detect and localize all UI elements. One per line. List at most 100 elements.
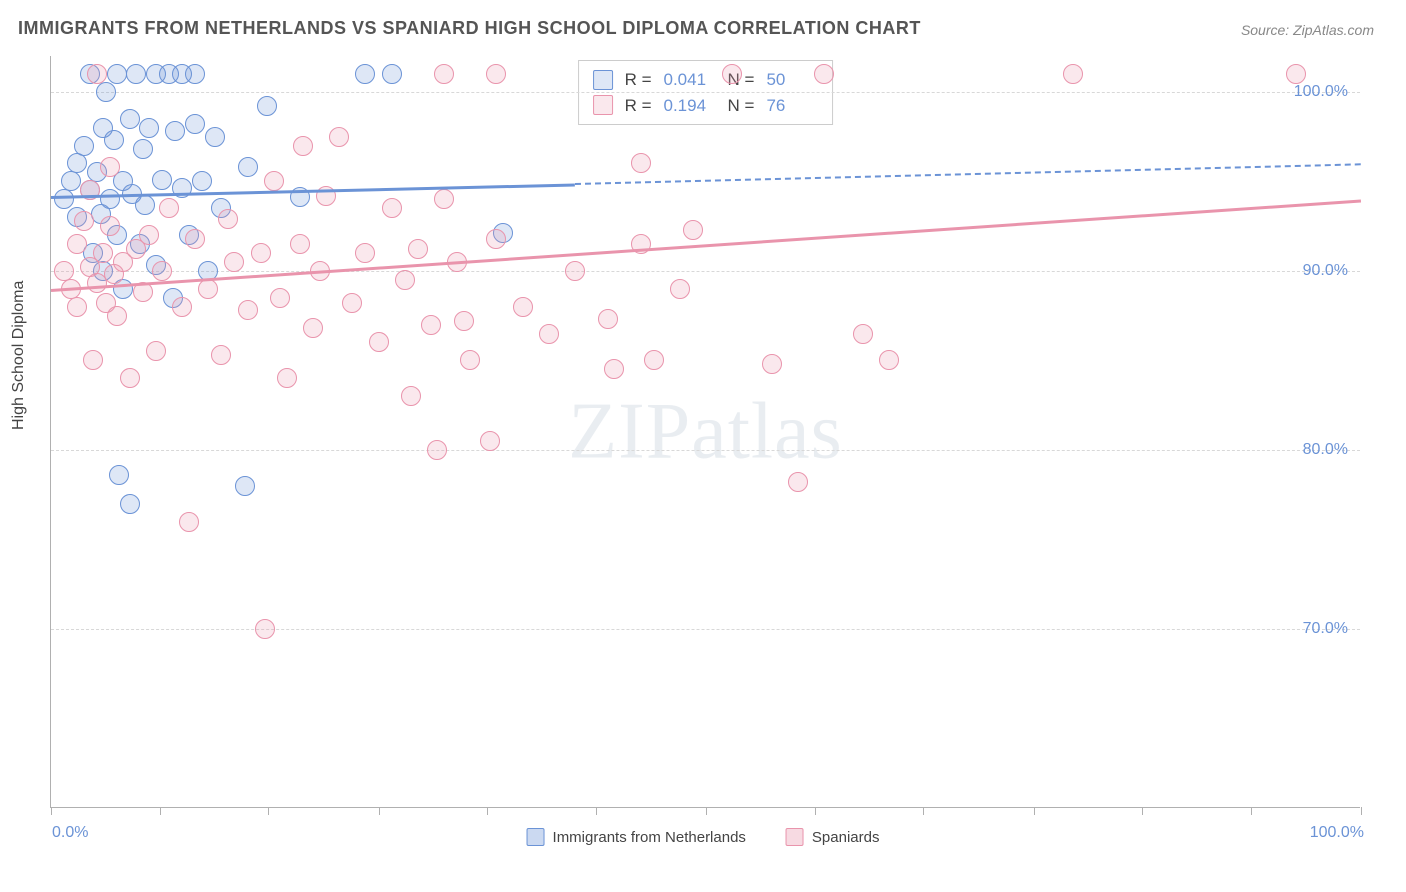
data-point-spaniards [486,229,506,249]
data-point-spaniards [539,324,559,344]
legend-item: Spaniards [786,828,880,846]
data-point-spaniards [1063,64,1083,84]
gridline [51,629,1360,630]
data-point-netherlands [107,64,127,84]
data-point-spaniards [513,297,533,317]
data-point-spaniards [853,324,873,344]
data-point-spaniards [460,350,480,370]
trend-line [51,199,1361,292]
x-tick [1034,807,1035,815]
legend-swatch [786,828,804,846]
x-tick [706,807,707,815]
data-point-netherlands [382,64,402,84]
data-point-spaniards [211,345,231,365]
data-point-spaniards [264,171,284,191]
y-tick-label: 90.0% [1303,262,1348,280]
y-tick-label: 70.0% [1303,620,1348,638]
data-point-spaniards [179,512,199,532]
data-point-netherlands [120,494,140,514]
data-point-spaniards [172,297,192,317]
stat-R-value: 0.041 [664,67,716,93]
x-axis-max-label: 100.0% [1310,824,1364,842]
data-point-spaniards [434,189,454,209]
legend-item: Immigrants from Netherlands [527,828,746,846]
stat-R-label: R = [625,67,652,93]
legend-swatch [593,70,613,90]
data-point-spaniards [788,472,808,492]
y-axis-label: High School Diploma [10,281,28,430]
data-point-spaniards [238,300,258,320]
data-point-netherlands [257,96,277,116]
legend-label: Spaniards [812,829,880,846]
data-point-netherlands [135,195,155,215]
data-point-netherlands [109,465,129,485]
data-point-spaniards [107,306,127,326]
data-point-spaniards [486,64,506,84]
x-tick [923,807,924,815]
legend-label: Immigrants from Netherlands [553,829,746,846]
x-tick [1251,807,1252,815]
stat-R-label: R = [625,93,652,119]
data-point-spaniards [427,440,447,460]
data-point-spaniards [87,64,107,84]
data-point-spaniards [879,350,899,370]
data-point-netherlands [61,171,81,191]
x-tick [268,807,269,815]
data-point-spaniards [93,243,113,263]
data-point-netherlands [152,170,172,190]
x-tick [596,807,597,815]
data-point-netherlands [238,157,258,177]
x-tick [1361,807,1362,815]
data-point-spaniards [139,225,159,245]
data-point-spaniards [74,211,94,231]
chart-title: IMMIGRANTS FROM NETHERLANDS VS SPANIARD … [18,18,921,39]
stats-row-spaniards: R =0.194N =76 [593,93,819,119]
data-point-spaniards [67,297,87,317]
data-point-spaniards [277,368,297,388]
data-point-spaniards [251,243,271,263]
data-point-spaniards [303,318,323,338]
y-tick-label: 100.0% [1294,83,1348,101]
data-point-spaniards [670,279,690,299]
x-tick [379,807,380,815]
data-point-spaniards [83,350,103,370]
gridline [51,271,1360,272]
data-point-netherlands [104,130,124,150]
data-point-spaniards [255,619,275,639]
data-point-spaniards [382,198,402,218]
data-point-spaniards [293,136,313,156]
source-credit: Source: ZipAtlas.com [1241,22,1374,38]
data-point-spaniards [290,234,310,254]
stat-N-value: 50 [766,67,818,93]
data-point-netherlands [235,476,255,496]
data-point-spaniards [644,350,664,370]
data-point-spaniards [224,252,244,272]
data-point-spaniards [814,64,834,84]
data-point-spaniards [67,234,87,254]
stat-R-value: 0.194 [664,93,716,119]
data-point-spaniards [565,261,585,281]
data-point-spaniards [1286,64,1306,84]
watermark: ZIPatlas [568,386,843,477]
x-tick [487,807,488,815]
data-point-netherlands [120,109,140,129]
data-point-spaniards [100,157,120,177]
data-point-netherlands [74,136,94,156]
data-point-spaniards [270,288,290,308]
data-point-netherlands [67,153,87,173]
data-point-netherlands [96,82,116,102]
stat-N-label: N = [728,93,755,119]
gridline [51,92,1360,93]
x-tick [815,807,816,815]
data-point-spaniards [185,229,205,249]
data-point-netherlands [133,139,153,159]
data-point-netherlands [185,64,205,84]
data-point-spaniards [329,127,349,147]
data-point-spaniards [434,64,454,84]
legend-swatch [527,828,545,846]
x-axis-min-label: 0.0% [52,824,88,842]
legend-swatch [593,95,613,115]
data-point-spaniards [604,359,624,379]
data-point-spaniards [683,220,703,240]
data-point-spaniards [401,386,421,406]
